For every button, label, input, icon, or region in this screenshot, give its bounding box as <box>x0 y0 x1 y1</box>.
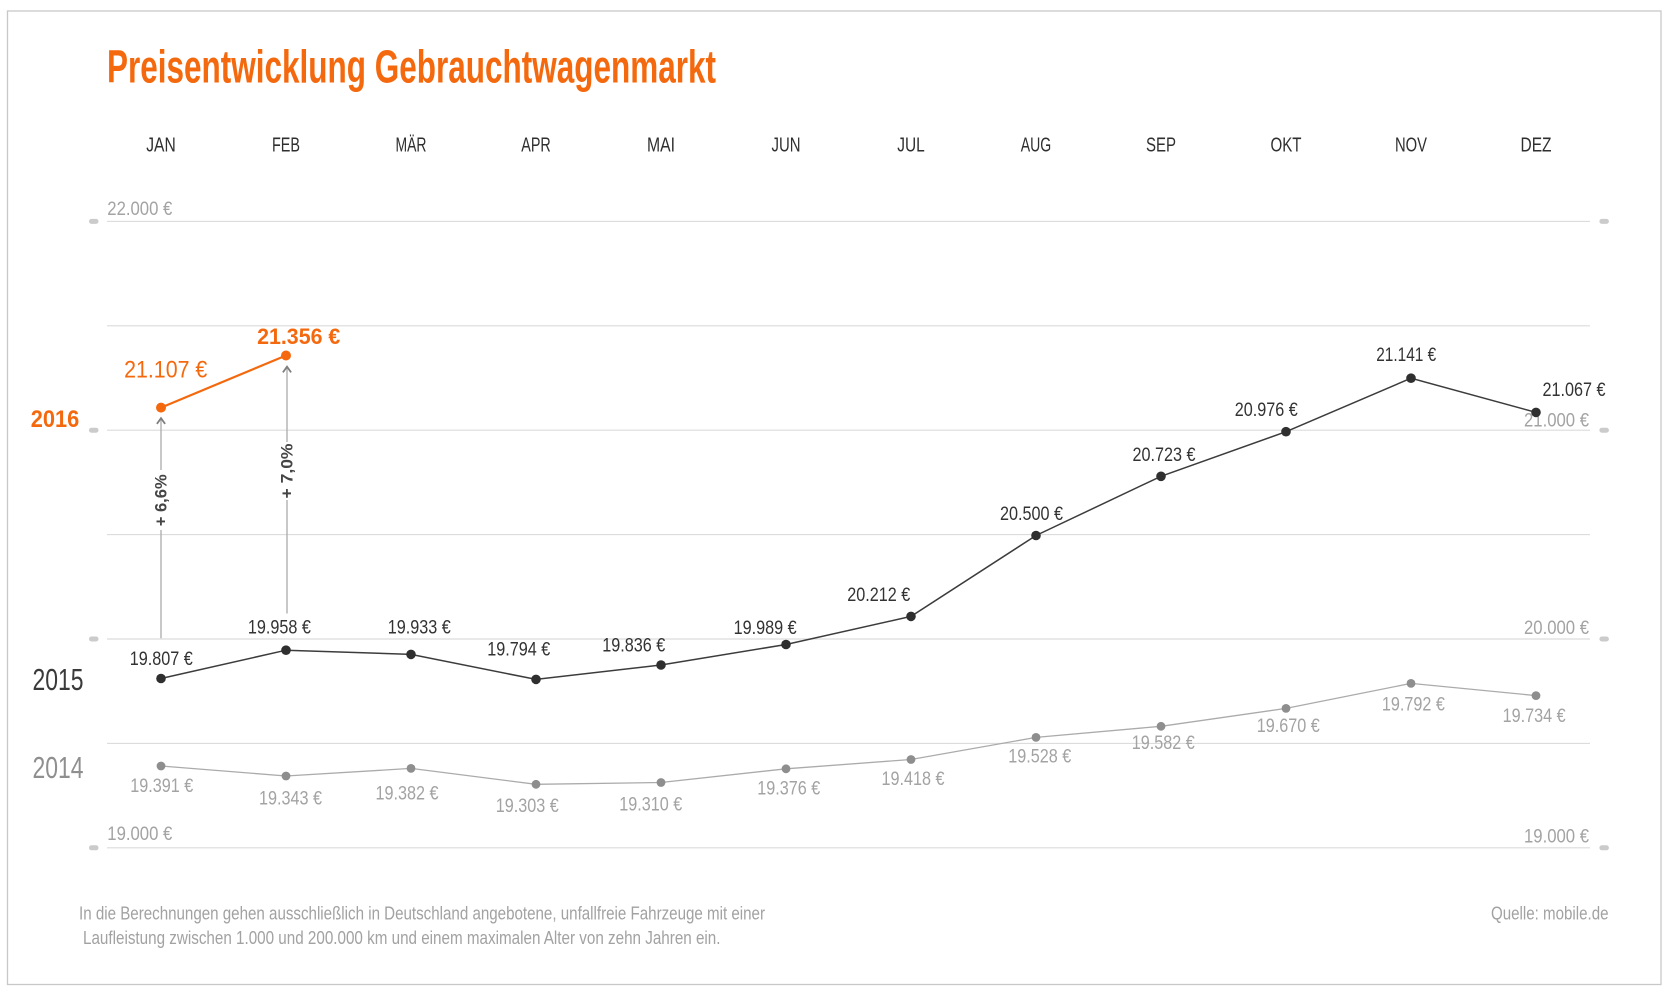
svg-text:20.976 €: 20.976 € <box>1235 399 1298 421</box>
svg-text:JUN: JUN <box>772 134 801 156</box>
svg-text:+ 7,0%: + 7,0% <box>278 444 297 499</box>
svg-text:In die Berechnungen gehen auss: In die Berechnungen gehen ausschließlich… <box>79 904 765 924</box>
svg-text:19.792 €: 19.792 € <box>1382 694 1445 716</box>
svg-text:SEP: SEP <box>1146 134 1176 156</box>
svg-text:19.933 €: 19.933 € <box>388 617 451 639</box>
svg-text:19.303 €: 19.303 € <box>496 795 559 817</box>
svg-text:MÄR: MÄR <box>396 134 427 156</box>
svg-text:FEB: FEB <box>272 134 300 156</box>
svg-text:19.807 €: 19.807 € <box>130 648 193 670</box>
svg-text:+ 6,6%: + 6,6% <box>152 474 171 526</box>
svg-text:20.500 €: 20.500 € <box>1000 503 1063 525</box>
svg-text:19.382 €: 19.382 € <box>376 783 439 805</box>
svg-text:19.836 €: 19.836 € <box>602 635 665 657</box>
svg-text:21.141 €: 21.141 € <box>1376 344 1436 366</box>
svg-text:NOV: NOV <box>1395 134 1427 156</box>
svg-text:21.356 €: 21.356 € <box>257 324 340 349</box>
svg-text:Preisentwicklung Gebrauchtwage: Preisentwicklung Gebrauchtwagenmarkt <box>107 40 716 92</box>
svg-text:OKT: OKT <box>1271 134 1302 156</box>
svg-text:19.000 €: 19.000 € <box>1524 826 1589 848</box>
svg-text:MAI: MAI <box>647 134 675 156</box>
svg-text:JAN: JAN <box>146 134 176 156</box>
svg-text:20.000 €: 20.000 € <box>1524 617 1589 639</box>
svg-text:19.391 €: 19.391 € <box>130 775 193 797</box>
svg-text:19.958 €: 19.958 € <box>248 617 311 639</box>
svg-text:19.989 €: 19.989 € <box>734 617 797 639</box>
svg-text:21.107 €: 21.107 € <box>124 357 208 384</box>
svg-text:JUL: JUL <box>897 134 925 156</box>
svg-text:2015: 2015 <box>33 662 84 697</box>
svg-text:19.418 €: 19.418 € <box>882 768 945 790</box>
svg-text:19.000 €: 19.000 € <box>107 823 172 845</box>
svg-text:19.582 €: 19.582 € <box>1132 732 1195 754</box>
svg-text:19.343 €: 19.343 € <box>259 787 322 809</box>
svg-text:AUG: AUG <box>1021 134 1052 156</box>
svg-text:19.794 €: 19.794 € <box>487 638 550 660</box>
svg-text:19.734 €: 19.734 € <box>1503 705 1566 727</box>
svg-text:DEZ: DEZ <box>1521 134 1552 156</box>
svg-text:19.310 €: 19.310 € <box>619 793 682 815</box>
svg-text:22.000 €: 22.000 € <box>107 198 172 220</box>
svg-text:Laufleistung zwischen 1.000 un: Laufleistung zwischen 1.000 und 200.000 … <box>83 928 721 948</box>
svg-text:20.723 €: 20.723 € <box>1133 444 1196 466</box>
svg-text:2014: 2014 <box>33 750 84 785</box>
svg-text:19.376 €: 19.376 € <box>757 778 820 800</box>
svg-text:21.067 €: 21.067 € <box>1543 379 1606 401</box>
svg-text:20.212 €: 20.212 € <box>847 584 910 606</box>
svg-text:19.528 €: 19.528 € <box>1008 746 1071 768</box>
svg-text:APR: APR <box>521 134 551 156</box>
svg-text:19.670 €: 19.670 € <box>1257 715 1320 737</box>
svg-text:2016: 2016 <box>31 406 80 433</box>
svg-text:Quelle: mobile.de: Quelle: mobile.de <box>1491 904 1609 924</box>
svg-text:21.000 €: 21.000 € <box>1524 409 1589 431</box>
